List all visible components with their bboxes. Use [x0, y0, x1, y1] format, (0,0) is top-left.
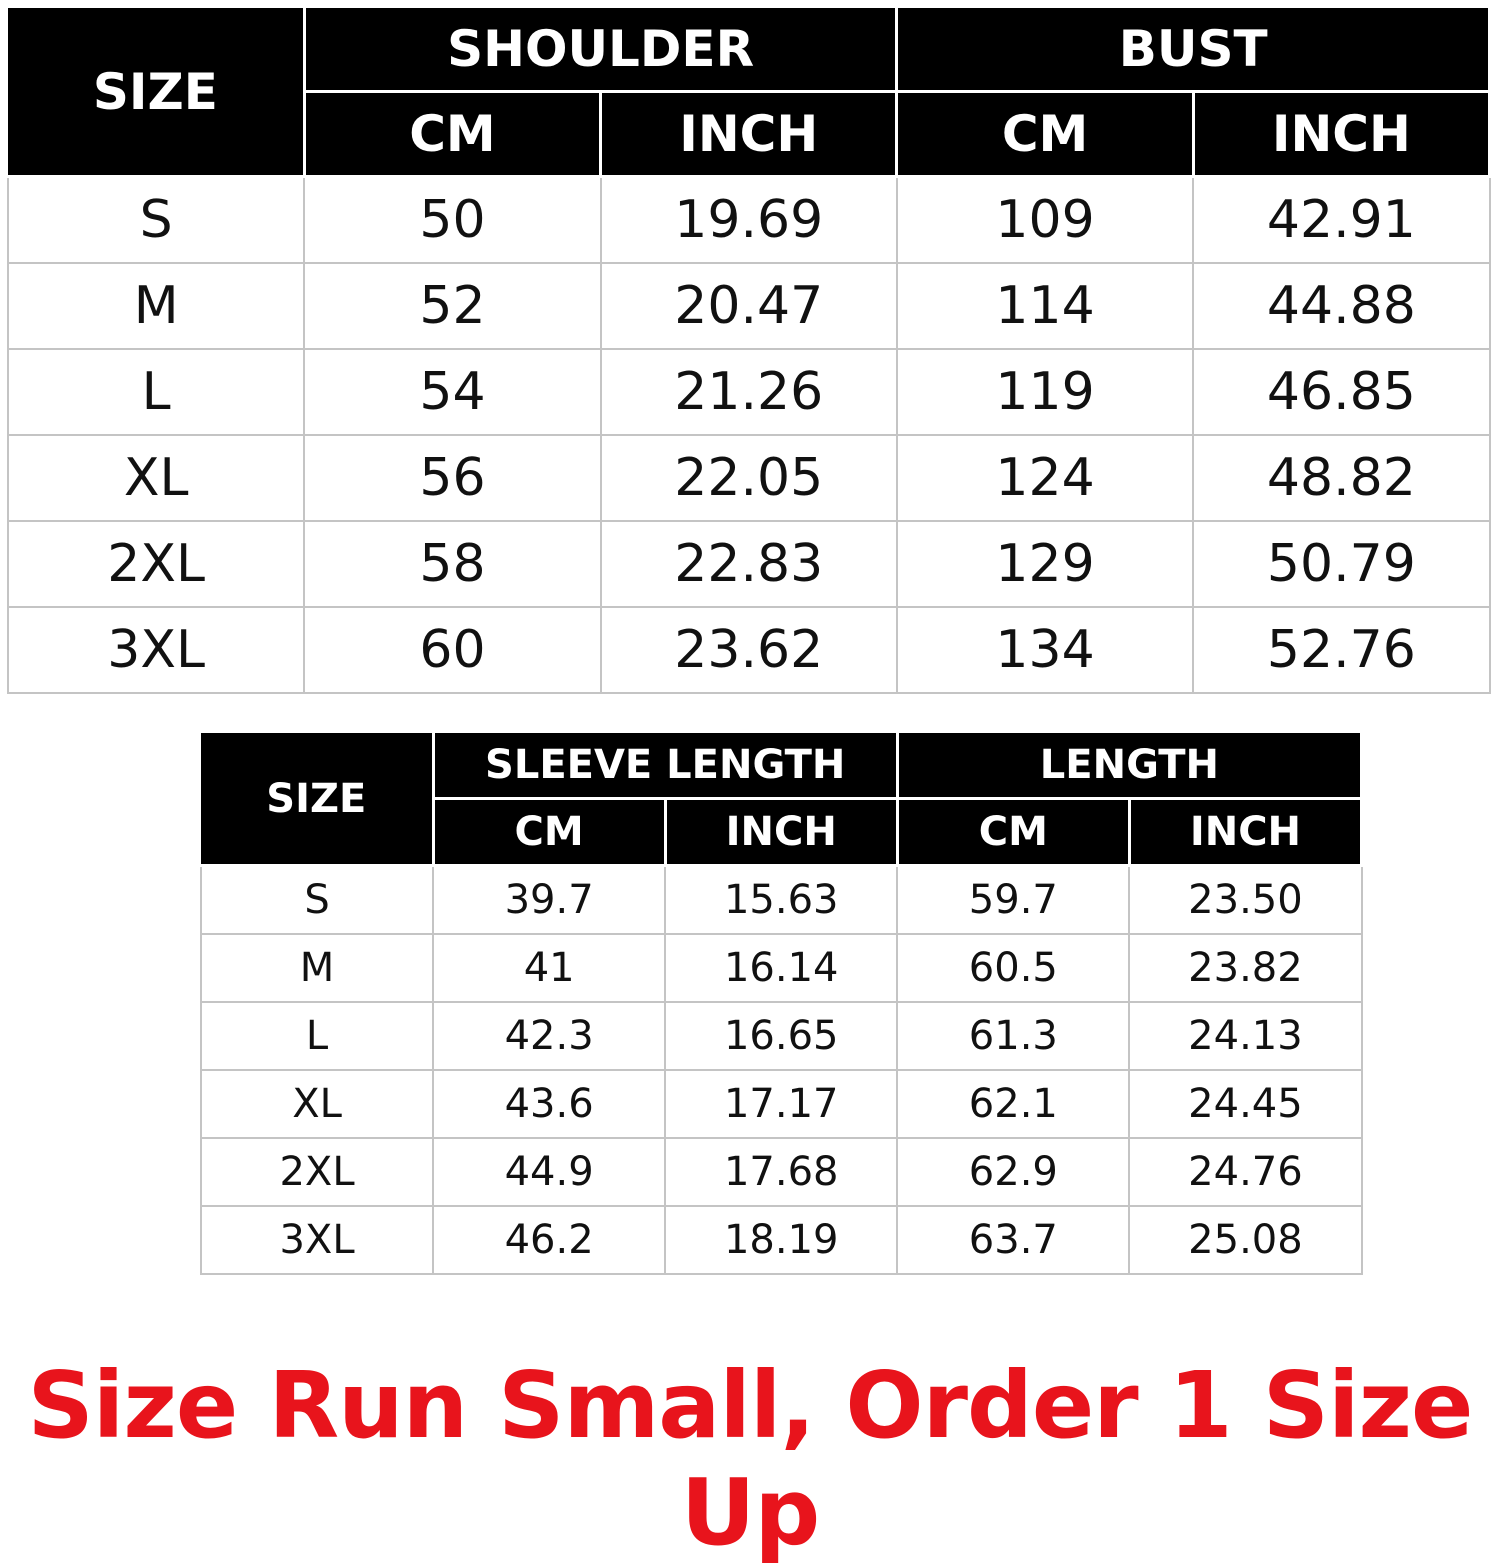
measurement-cell: 61.3 — [896, 1001, 1131, 1071]
measurement-cell: 134 — [895, 606, 1195, 694]
measurement-cell: 20.47 — [599, 262, 898, 350]
size-cell: XL — [199, 1069, 435, 1139]
size-cell: S — [199, 864, 435, 935]
measurement-cell: 15.63 — [664, 864, 899, 935]
measurement-cell: 23.62 — [599, 606, 898, 694]
measurement-cell: 56 — [303, 434, 602, 522]
table-row: L 54 21.26 119 46.85 — [6, 348, 1491, 436]
measurement-cell: 24.45 — [1128, 1069, 1363, 1139]
measurement-cell: 16.65 — [664, 1001, 899, 1071]
measurement-cell: 60.5 — [896, 933, 1131, 1003]
measurement-cell: 46.85 — [1192, 348, 1491, 436]
measurement-cell: 63.7 — [896, 1205, 1131, 1275]
unit-header: INCH — [599, 90, 899, 178]
size-cell: 2XL — [6, 520, 306, 608]
table-row: 2XL 58 22.83 129 50.79 — [6, 520, 1491, 608]
measurement-cell: 119 — [895, 348, 1195, 436]
size-cell: M — [6, 262, 306, 350]
size-cell: M — [199, 933, 435, 1003]
size-table-shoulder-bust: SIZE SHOULDER BUST CM INCH CM INCH S 50 19.69 109 4… — [6, 5, 1492, 694]
size-header: SIZE — [8, 5, 306, 178]
size-header: SIZE — [201, 730, 435, 867]
group-header: SHOULDER — [302, 5, 899, 93]
size-cell: 3XL — [199, 1205, 435, 1275]
unit-header: CM — [302, 90, 603, 178]
measurement-cell: 52.76 — [1192, 606, 1491, 694]
measurement-cell: 124 — [895, 434, 1195, 522]
table-row: 3XL 46.2 18.19 63.7 25.08 — [199, 1205, 1363, 1275]
table-row: 3XL 60 23.62 134 52.76 — [6, 606, 1491, 694]
measurement-cell: 22.83 — [599, 520, 898, 608]
measurement-cell: 114 — [895, 262, 1195, 350]
group-header: SLEEVE LENGTH — [431, 730, 899, 800]
measurement-cell: 60 — [303, 606, 602, 694]
measurement-cell: 17.17 — [664, 1069, 899, 1139]
measurement-cell: 52 — [303, 262, 602, 350]
measurement-cell: 24.76 — [1128, 1137, 1363, 1207]
measurement-cell: 109 — [895, 175, 1195, 264]
size-advice-note: Size Run Small, Order 1 Size Up — [27, 1352, 1474, 1566]
group-header: BUST — [895, 5, 1491, 93]
measurement-cell: 23.82 — [1128, 933, 1363, 1003]
measurement-cell: 62.1 — [896, 1069, 1131, 1139]
unit-header-row: CM INCH CM INCH — [8, 90, 1492, 178]
table-row: M 52 20.47 114 44.88 — [6, 262, 1491, 350]
measurement-cell: 16.14 — [664, 933, 899, 1003]
measurement-cell: 23.50 — [1128, 864, 1363, 935]
measurement-cell: 50 — [303, 175, 602, 264]
size-cell: 2XL — [199, 1137, 435, 1207]
measurement-cell: 18.19 — [664, 1205, 899, 1275]
measurement-cell: 44.9 — [432, 1137, 667, 1207]
measurement-cell: 58 — [303, 520, 602, 608]
measurement-cell: 39.7 — [432, 864, 667, 935]
unit-header: INCH — [1191, 90, 1492, 178]
unit-header: INCH — [1127, 797, 1364, 867]
table-row: L 42.3 16.65 61.3 24.13 — [199, 1001, 1363, 1071]
unit-header: CM — [431, 797, 667, 867]
size-cell: S — [6, 175, 306, 264]
table-row: S 50 19.69 109 42.91 — [6, 175, 1491, 264]
measurement-cell: 48.82 — [1192, 434, 1491, 522]
measurement-cell: 24.13 — [1128, 1001, 1363, 1071]
measurement-cell: 42.3 — [432, 1001, 667, 1071]
measurement-cell: 41 — [432, 933, 667, 1003]
measurement-cell: 50.79 — [1192, 520, 1491, 608]
table-row: 2XL 44.9 17.68 62.9 24.76 — [199, 1137, 1363, 1207]
measurement-cell: 54 — [303, 348, 602, 436]
measurement-cell: 19.69 — [599, 175, 898, 264]
measurement-cell: 59.7 — [896, 864, 1131, 935]
measurement-cell: 21.26 — [599, 348, 898, 436]
unit-header: CM — [895, 90, 1195, 178]
table-row: S 39.7 15.63 59.7 23.50 — [199, 864, 1363, 935]
measurement-cell: 46.2 — [432, 1205, 667, 1275]
size-table-sleeve-length: SIZE SLEEVE LENGTH LENGTH CM INCH CM INCH S 39.7… — [199, 730, 1364, 1275]
header-row: SIZE SLEEVE LENGTH LENGTH — [201, 730, 1364, 867]
size-cell: L — [199, 1001, 435, 1071]
header-row: SIZE SHOULDER BUST — [8, 5, 1491, 178]
measurement-cell: 44.88 — [1192, 262, 1491, 350]
table-row: XL 43.6 17.17 62.1 24.45 — [199, 1069, 1363, 1139]
size-cell: XL — [6, 434, 306, 522]
unit-header: INCH — [663, 797, 899, 867]
measurement-cell: 25.08 — [1128, 1205, 1363, 1275]
measurement-cell: 129 — [895, 520, 1195, 608]
measurement-cell: 62.9 — [896, 1137, 1131, 1207]
group-header: LENGTH — [895, 730, 1364, 800]
measurement-cell: 43.6 — [432, 1069, 667, 1139]
size-cell: 3XL — [6, 606, 306, 694]
unit-header: CM — [895, 797, 1131, 867]
measurement-cell: 22.05 — [599, 434, 898, 522]
size-cell: L — [6, 348, 306, 436]
table-row: XL 56 22.05 124 48.82 — [6, 434, 1491, 522]
measurement-cell: 42.91 — [1192, 175, 1491, 264]
table-row: M 41 16.14 60.5 23.82 — [199, 933, 1363, 1003]
measurement-cell: 17.68 — [664, 1137, 899, 1207]
unit-header-row: CM INCH CM INCH — [201, 797, 1364, 867]
